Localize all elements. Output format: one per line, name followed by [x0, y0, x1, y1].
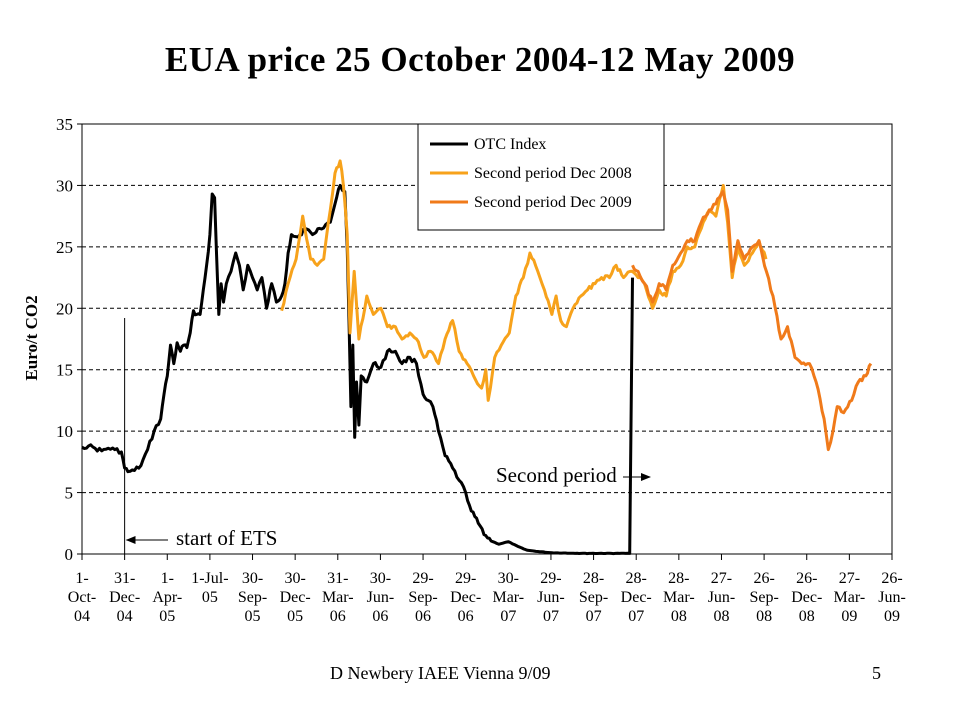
x-tick-label: 30-Mar-07 [492, 570, 524, 625]
x-tick-label: 31-Mar-06 [322, 570, 354, 625]
x-tick-label: 27-Jun-08 [708, 570, 736, 625]
x-tick-label: 26-Dec-08 [791, 570, 822, 625]
y-tick-label: 30 [56, 176, 73, 195]
x-tick-label: 30-Dec-05 [280, 570, 311, 625]
slide-title: EUA price 25 October 2004-12 May 2009 [164, 40, 796, 79]
series-line [631, 190, 873, 452]
x-tick-label: 1-Apr-05 [152, 570, 182, 625]
y-tick-label: 20 [56, 299, 73, 318]
legend: OTC Index Second period Dec 2008 Second pe… [417, 123, 665, 231]
x-tick-label: 31-Dec-04 [109, 570, 140, 625]
footer-text: D Newbery IAEE Vienna 9/09 [330, 663, 551, 683]
x-tick-label: 28-Dec-07 [621, 570, 652, 625]
annotation-start-of-ets: start of ETS [176, 526, 277, 550]
x-tick-label: 28-Sep-07 [579, 570, 608, 625]
x-tick-label: 26-Sep-08 [749, 570, 778, 625]
y-tick-label: 0 [65, 545, 74, 564]
x-axis: 1-Oct-04 31-Dec-04 1-Apr-05 1-Jul-05 30-Sep-… [68, 554, 906, 625]
legend-label: Second period Dec 2008 [474, 165, 632, 182]
y-tick-label: 35 [56, 115, 73, 134]
legend-label: Second period Dec 2009 [474, 194, 632, 211]
y-tick-label: 5 [65, 484, 74, 503]
y-tick-label: 10 [56, 422, 73, 441]
x-tick-label: 30-Jun-06 [367, 570, 395, 625]
series-line [280, 159, 768, 402]
legend-label: OTC Index [474, 136, 546, 153]
x-tick-label: 29-Dec-06 [450, 570, 481, 625]
y-axis-label: Euro/t CO2 [22, 295, 41, 380]
annotation-second-period: Second period [496, 463, 617, 487]
x-tick-label: 29-Sep-06 [408, 570, 437, 625]
y-tick-label: 25 [56, 238, 73, 257]
annotations: start of ETS Second period [124, 318, 651, 554]
y-tick-label: 15 [56, 361, 73, 380]
x-tick-label: 29-Jun-07 [537, 570, 565, 625]
x-tick-label: 26-Jun-09 [878, 570, 906, 625]
page-number: 5 [872, 663, 881, 683]
series-lines [81, 159, 873, 556]
x-tick-label: 30-Sep-05 [238, 570, 267, 625]
x-tick-label: 28-Mar-08 [663, 570, 695, 625]
x-tick-label: 1-Jul-05 [191, 570, 228, 606]
series-line [81, 183, 634, 556]
legend-box [417, 123, 665, 231]
x-tick-label: 1-Oct-04 [68, 570, 96, 625]
gridlines [82, 184, 892, 494]
x-tick-label: 27-Mar-09 [834, 570, 866, 625]
